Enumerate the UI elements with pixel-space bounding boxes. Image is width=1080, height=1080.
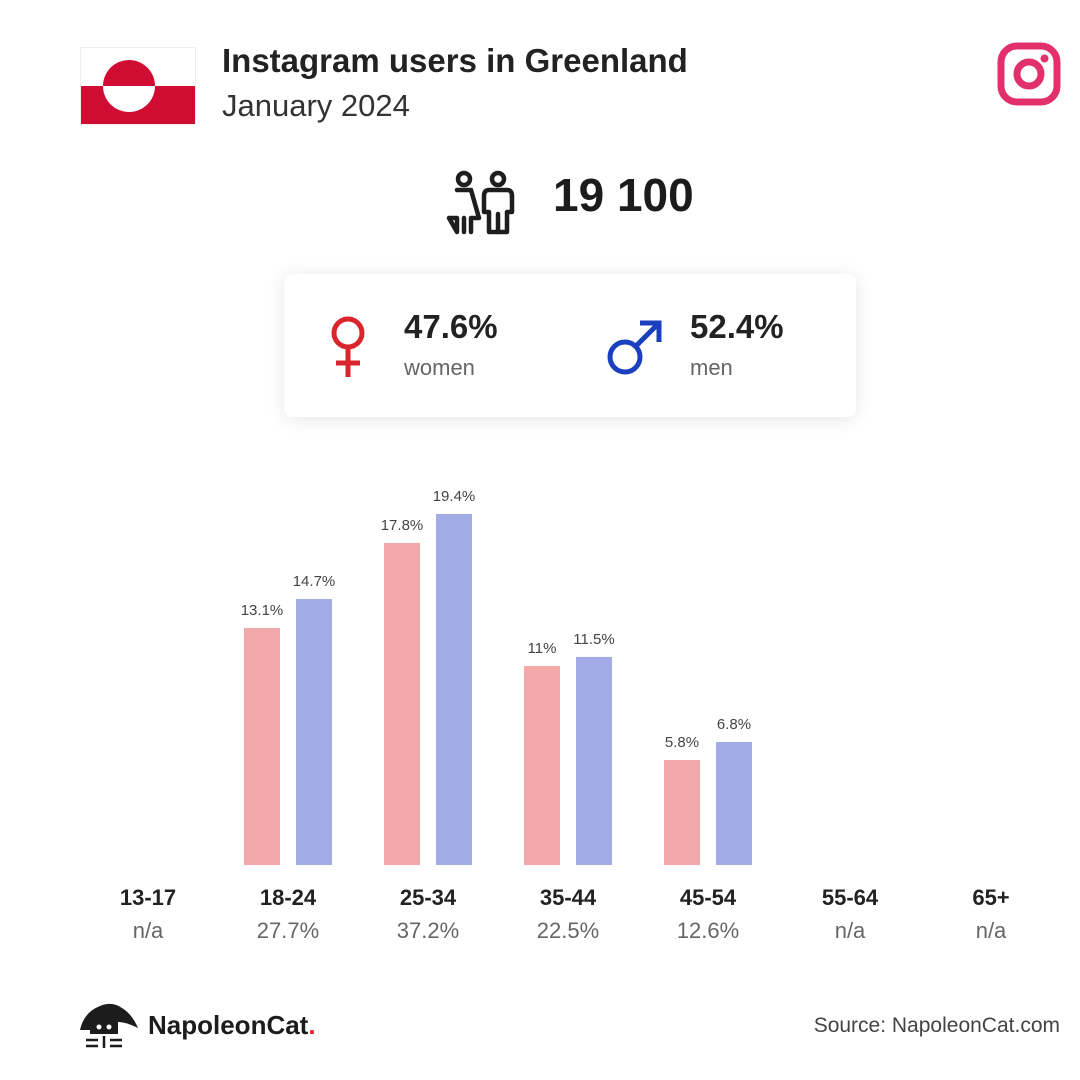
bar-women-35-44 xyxy=(524,665,560,865)
brand-name: NapoleonCat. xyxy=(148,1010,316,1041)
age-group-share: 22.5% xyxy=(537,918,599,943)
page-subtitle: January 2024 xyxy=(222,88,410,123)
bar-men-35-44 xyxy=(576,656,612,865)
bar-men-18-24 xyxy=(296,599,332,865)
age-group-label: 65+ xyxy=(972,885,1009,910)
age-group-label: 18-24 xyxy=(260,885,317,910)
bar-men-25-34 xyxy=(436,514,472,865)
age-group-share: 37.2% xyxy=(397,918,459,943)
age-group-label: 55-64 xyxy=(822,885,879,910)
source-credit: Source: NapoleonCat.com xyxy=(813,1014,1060,1037)
men-label: men xyxy=(690,355,733,380)
brand-text: NapoleonCat xyxy=(148,1010,309,1040)
brand-dot: . xyxy=(308,1010,316,1040)
female-symbol-icon xyxy=(331,316,365,377)
age-gender-bar-chart: 13-17 n/a 13.1% 14.7% 18-24 27.7% 17.8% 19.4% 25… xyxy=(120,488,1010,943)
bar-label-men-45-54: 6.8% xyxy=(717,716,751,733)
total-users-value: 19 100 xyxy=(553,169,694,221)
bar-label-women-25-34: 17.8% xyxy=(381,517,424,534)
age-group-share: n/a xyxy=(835,918,866,943)
age-group-share: n/a xyxy=(133,918,164,943)
women-percentage: 47.6% xyxy=(404,308,498,345)
bar-men-45-54 xyxy=(716,741,752,865)
women-label: women xyxy=(404,355,475,380)
bar-women-45-54 xyxy=(664,760,700,865)
men-percentage: 52.4% xyxy=(690,308,784,345)
age-group-label: 35-44 xyxy=(540,885,597,910)
age-group-label: 25-34 xyxy=(400,885,457,910)
bar-label-men-25-34: 19.4% xyxy=(433,488,476,505)
page-title: Instagram users in Greenland xyxy=(222,42,688,79)
napoleoncat-logo-icon xyxy=(80,1003,138,1048)
bar-label-women-35-44: 11% xyxy=(528,640,557,657)
bar-label-women-18-24: 13.1% xyxy=(241,602,284,619)
gender-split-card: 47.6% women 52.4% men xyxy=(284,274,856,417)
age-group-label: 13-17 xyxy=(120,885,176,910)
bar-women-25-34 xyxy=(384,542,420,865)
male-symbol-icon xyxy=(607,320,662,375)
age-group-share: 27.7% xyxy=(257,918,319,943)
age-group-share: 12.6% xyxy=(677,918,739,943)
bar-label-men-18-24: 14.7% xyxy=(293,573,336,590)
age-group-share: n/a xyxy=(976,918,1007,943)
age-group-label: 45-54 xyxy=(680,885,737,910)
greenland-flag-icon xyxy=(80,47,196,125)
instagram-icon xyxy=(997,42,1061,106)
bar-label-women-45-54: 5.8% xyxy=(665,734,699,751)
people-icon xyxy=(446,170,515,235)
bar-label-men-35-44: 11.5% xyxy=(573,631,614,648)
bar-women-18-24 xyxy=(244,627,280,865)
